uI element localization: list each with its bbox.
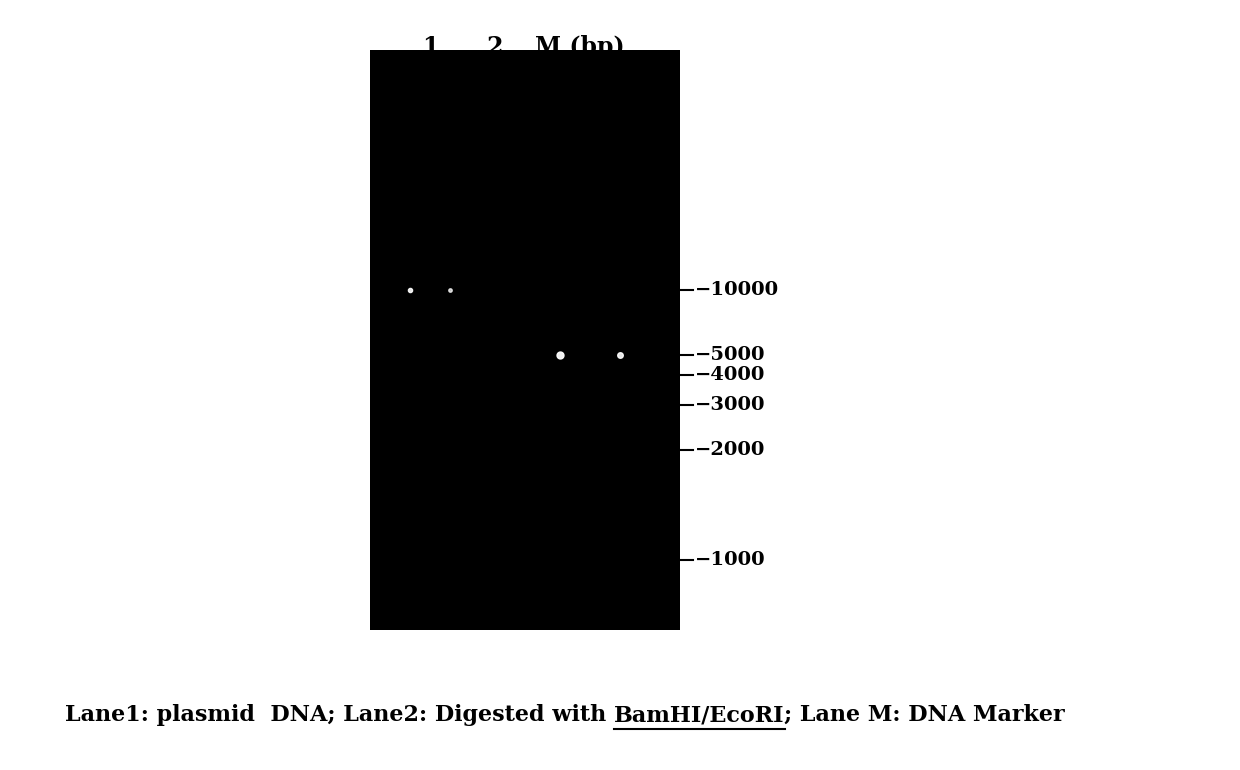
Text: −5000: −5000 xyxy=(694,346,765,364)
Text: −4000: −4000 xyxy=(694,366,765,384)
Text: M (bp): M (bp) xyxy=(536,35,625,59)
Text: 1: 1 xyxy=(422,35,438,59)
Text: ; Lane M: DNA Marker: ; Lane M: DNA Marker xyxy=(785,704,1065,726)
Text: Lane1: plasmid  DNA; Lane2: Digested with: Lane1: plasmid DNA; Lane2: Digested with xyxy=(64,704,614,726)
Text: BamHI/EcoRI: BamHI/EcoRI xyxy=(614,704,785,726)
Text: −10000: −10000 xyxy=(694,281,779,299)
Bar xyxy=(370,50,680,630)
Text: −3000: −3000 xyxy=(694,396,765,414)
Text: −1000: −1000 xyxy=(694,551,765,569)
Text: −2000: −2000 xyxy=(694,441,765,459)
Text: 2: 2 xyxy=(487,35,503,59)
